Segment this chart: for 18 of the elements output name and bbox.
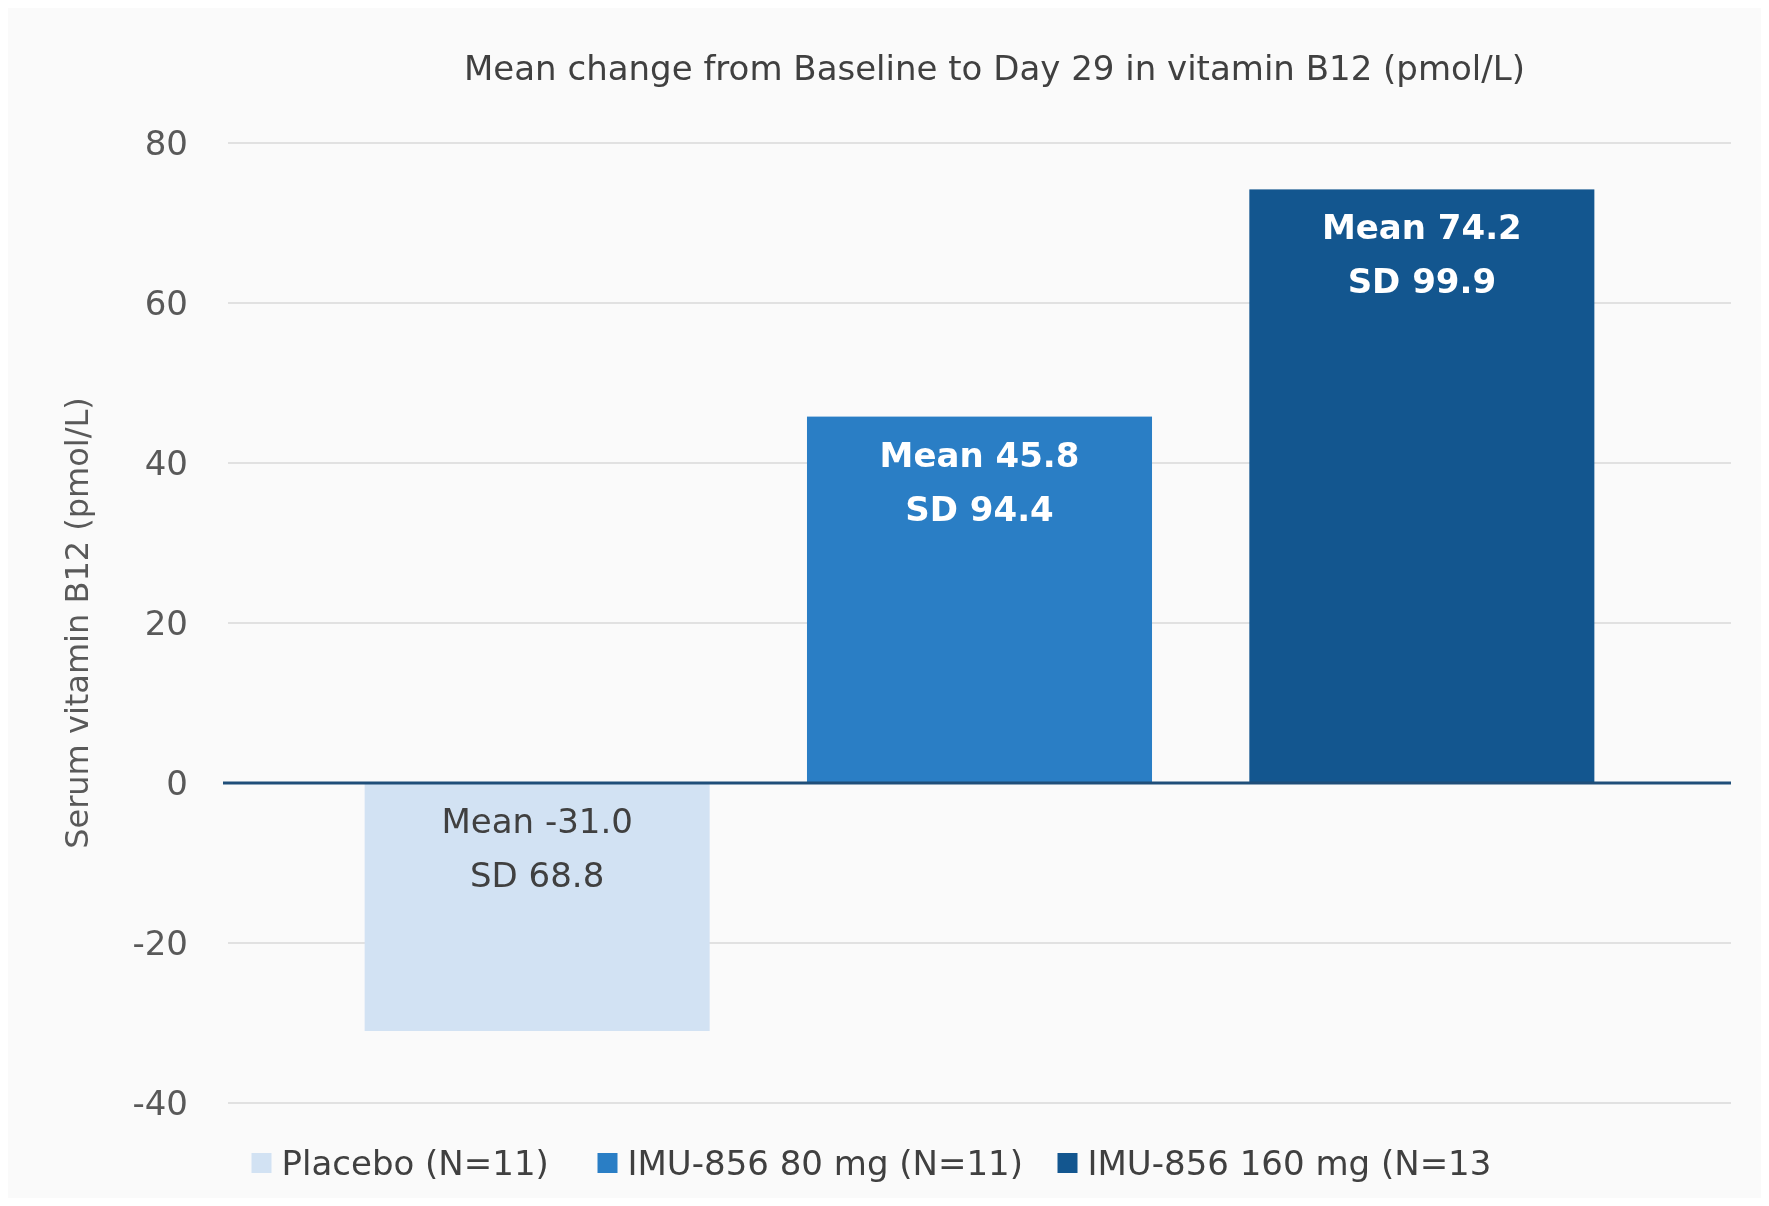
y-tick-label: 80 <box>144 122 188 163</box>
legend-label: IMU-856 80 mg (N=11) <box>627 1142 1024 1183</box>
bar <box>806 416 1153 783</box>
y-tick-label: -20 <box>132 922 188 963</box>
chart-title: Mean change from Baseline to Day 29 in vitamin B12 (pmol/L) <box>464 48 1525 88</box>
bar <box>364 783 710 1031</box>
data-label: Mean 74.2 SD 99.9 <box>1321 207 1522 302</box>
data-label: Mean 45.8 SD 94.4 <box>879 434 1080 529</box>
y-tick-label: 60 <box>144 282 188 323</box>
y-tick-label: 0 <box>166 762 188 803</box>
legend-label: IMU-856 160 mg (N=13 <box>1087 1142 1492 1183</box>
y-tick-label: 20 <box>144 602 188 643</box>
legend-label: Placebo (N=11) <box>281 1142 549 1183</box>
bar <box>1249 189 1595 783</box>
y-axis-title: Serum vitamin B12 (pmol/L) <box>58 397 96 849</box>
y-tick-label: -40 <box>132 1082 188 1123</box>
data-label: Mean -31.0 SD 68.8 <box>441 801 633 895</box>
y-tick-label: 40 <box>144 442 188 483</box>
